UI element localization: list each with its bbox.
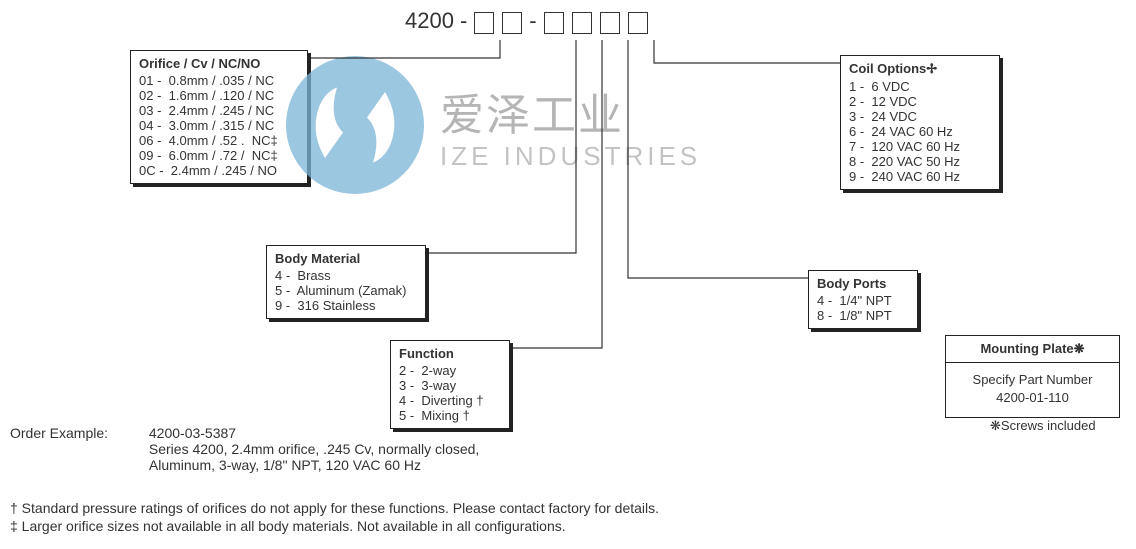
body_ports-row: 4 - 1/4" NPT xyxy=(817,293,909,308)
coil_options-row: 7 - 120 VAC 60 Hz xyxy=(849,139,991,154)
orifice-row: 03 - 2.4mm / .245 / NC xyxy=(139,103,299,118)
coil_options-row: 9 - 240 VAC 60 Hz xyxy=(849,169,991,184)
coil_options-row: 3 - 24 VDC xyxy=(849,109,991,124)
watermark-en: IZE INDUSTRIES xyxy=(440,141,701,172)
function-row: 2 - 2-way xyxy=(399,363,501,378)
watermark: 爱泽工业 IZE INDUSTRIES xyxy=(280,50,701,200)
function-row: 4 - Diverting † xyxy=(399,393,501,408)
mounting-title: Mounting Plate❋ xyxy=(946,336,1119,363)
example-line3: Aluminum, 3-way, 1/8" NPT, 120 VAC 60 Hz xyxy=(149,457,421,473)
example-line2: Series 4200, 2.4mm orifice, .245 Cv, nor… xyxy=(149,441,479,457)
example-code: 4200-03-5387 xyxy=(149,425,236,441)
orifice-row: 09 - 6.0mm / .72 / NC‡ xyxy=(139,148,299,163)
footnote-doubledagger: ‡ Larger orifice sizes not available in … xyxy=(10,518,566,534)
coil_options-title: Coil Options✢ xyxy=(849,61,991,77)
orifice-row: 02 - 1.6mm / .120 / NC xyxy=(139,88,299,103)
coil_options-row: 8 - 220 VAC 50 Hz xyxy=(849,154,991,169)
coil_options-row: 6 - 24 VAC 60 Hz xyxy=(849,124,991,139)
screws-note: ❋Screws included xyxy=(990,418,1096,434)
body_ports-box: Body Ports 4 - 1/4" NPT8 - 1/8" NPT xyxy=(808,270,918,329)
function-row: 3 - 3-way xyxy=(399,378,501,393)
dash2: - xyxy=(529,8,536,34)
orifice-row: 0C - 2.4mm / .245 / NO xyxy=(139,163,299,178)
slot xyxy=(628,12,648,34)
slot xyxy=(544,12,564,34)
slot xyxy=(572,12,592,34)
orifice-box: Orifice / Cv / NC/NO 01 - 0.8mm / .035 / … xyxy=(130,50,308,184)
mounting-body-line2: 4200-01-110 xyxy=(950,389,1115,407)
orifice-row: 01 - 0.8mm / .035 / NC xyxy=(139,73,299,88)
body_ports-title: Body Ports xyxy=(817,276,909,291)
part-number-template: 4200 - - xyxy=(405,8,649,34)
body_material-row: 5 - Aluminum (Zamak) xyxy=(275,283,417,298)
base-code: 4200 xyxy=(405,8,454,34)
footnote-dagger: † Standard pressure ratings of orifices … xyxy=(10,500,659,516)
function-row: 5 - Mixing † xyxy=(399,408,501,423)
coil_options-box: Coil Options✢ 1 - 6 VDC2 - 12 VDC3 - 24 V… xyxy=(840,55,1000,190)
mounting-body-line1: Specify Part Number xyxy=(950,371,1115,389)
body_material-row: 4 - Brass xyxy=(275,268,417,283)
coil_options-row: 2 - 12 VDC xyxy=(849,94,991,109)
dash1: - xyxy=(460,8,467,34)
coil_options-row: 1 - 6 VDC xyxy=(849,79,991,94)
body_material-title: Body Material xyxy=(275,251,417,266)
slot xyxy=(600,12,620,34)
watermark-cn: 爱泽工业 xyxy=(440,79,701,143)
body_material-box: Body Material 4 - Brass5 - Aluminum (Zama… xyxy=(266,245,426,319)
orifice-title: Orifice / Cv / NC/NO xyxy=(139,56,299,71)
mounting-plate-box: Mounting Plate❋ Specify Part Number 4200… xyxy=(945,335,1120,418)
body_material-row: 9 - 316 Stainless xyxy=(275,298,417,313)
orifice-row: 06 - 4.0mm / .52 . NC‡ xyxy=(139,133,299,148)
function-box: Function 2 - 2-way3 - 3-way4 - Diverting … xyxy=(390,340,510,429)
order-example: Order Example: 4200-03-5387 Series 4200,… xyxy=(10,425,479,473)
slot xyxy=(474,12,494,34)
body_ports-row: 8 - 1/8" NPT xyxy=(817,308,909,323)
example-label: Order Example: xyxy=(10,425,145,441)
function-title: Function xyxy=(399,346,501,361)
orifice-row: 04 - 3.0mm / .315 / NC xyxy=(139,118,299,133)
slot xyxy=(502,12,522,34)
